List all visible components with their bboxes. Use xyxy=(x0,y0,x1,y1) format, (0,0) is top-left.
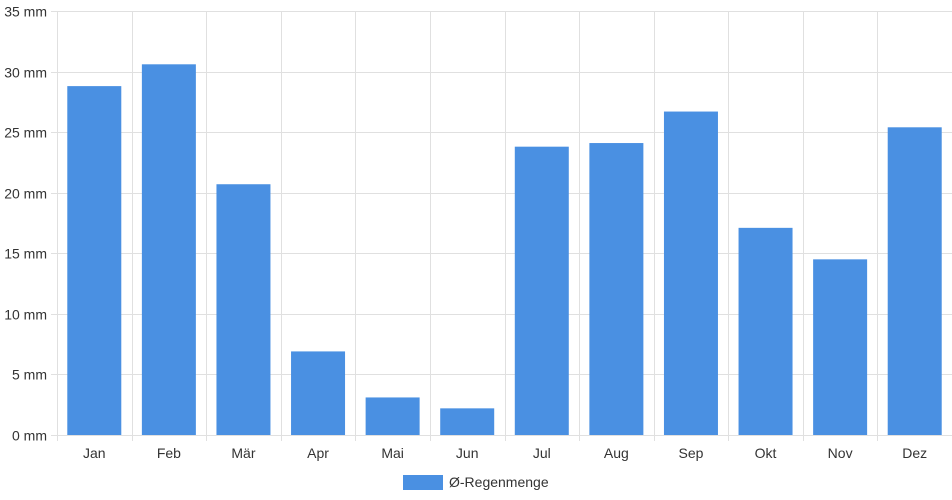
legend-swatch[interactable] xyxy=(403,475,443,490)
y-tick-label: 15 mm xyxy=(4,246,47,262)
legend-label[interactable]: Ø-Regenmenge xyxy=(449,474,549,490)
bar-nov[interactable] xyxy=(813,259,868,435)
bar-sep[interactable] xyxy=(663,111,718,435)
bar-jun[interactable] xyxy=(440,408,495,435)
x-tick-label: Nov xyxy=(828,445,853,461)
grid xyxy=(51,11,952,441)
bar-jul[interactable] xyxy=(514,146,569,435)
y-tick-label: 0 mm xyxy=(12,428,47,444)
y-tick-label: 30 mm xyxy=(4,65,47,81)
y-axis-ticks: 0 mm 5 mm 10 mm 15 mm 20 mm 25 mm 30 mm 35 mm xyxy=(4,4,47,444)
legend[interactable]: Ø-Regenmenge xyxy=(403,474,549,490)
y-tick-label: 25 mm xyxy=(4,125,47,141)
bar-okt[interactable] xyxy=(738,227,793,435)
x-axis-ticks: Jan Feb Mär Apr Mai Jun Jul Aug Sep Okt Nov Dez xyxy=(83,445,927,461)
x-tick-label: Feb xyxy=(157,445,181,461)
bar-mär[interactable] xyxy=(216,184,271,435)
x-tick-label: Aug xyxy=(604,445,629,461)
x-tick-label: Dez xyxy=(902,445,927,461)
x-tick-label: Okt xyxy=(755,445,777,461)
x-tick-label: Jul xyxy=(533,445,551,461)
bar-mai[interactable] xyxy=(365,397,420,435)
bar-feb[interactable] xyxy=(141,64,196,435)
bar-apr[interactable] xyxy=(291,351,346,435)
x-tick-label: Apr xyxy=(307,445,329,461)
x-tick-label: Mär xyxy=(231,445,255,461)
x-tick-label: Jun xyxy=(456,445,479,461)
y-tick-label: 35 mm xyxy=(4,4,47,20)
y-tick-label: 20 mm xyxy=(4,186,47,202)
bars xyxy=(67,64,942,435)
bar-aug[interactable] xyxy=(589,143,644,435)
x-tick-label: Sep xyxy=(678,445,703,461)
bar-dez[interactable] xyxy=(887,127,942,435)
y-tick-label: 10 mm xyxy=(4,307,47,323)
y-tick-label: 5 mm xyxy=(12,367,47,383)
x-tick-label: Mai xyxy=(381,445,404,461)
bar-jan[interactable] xyxy=(67,86,122,435)
x-tick-label: Jan xyxy=(83,445,106,461)
